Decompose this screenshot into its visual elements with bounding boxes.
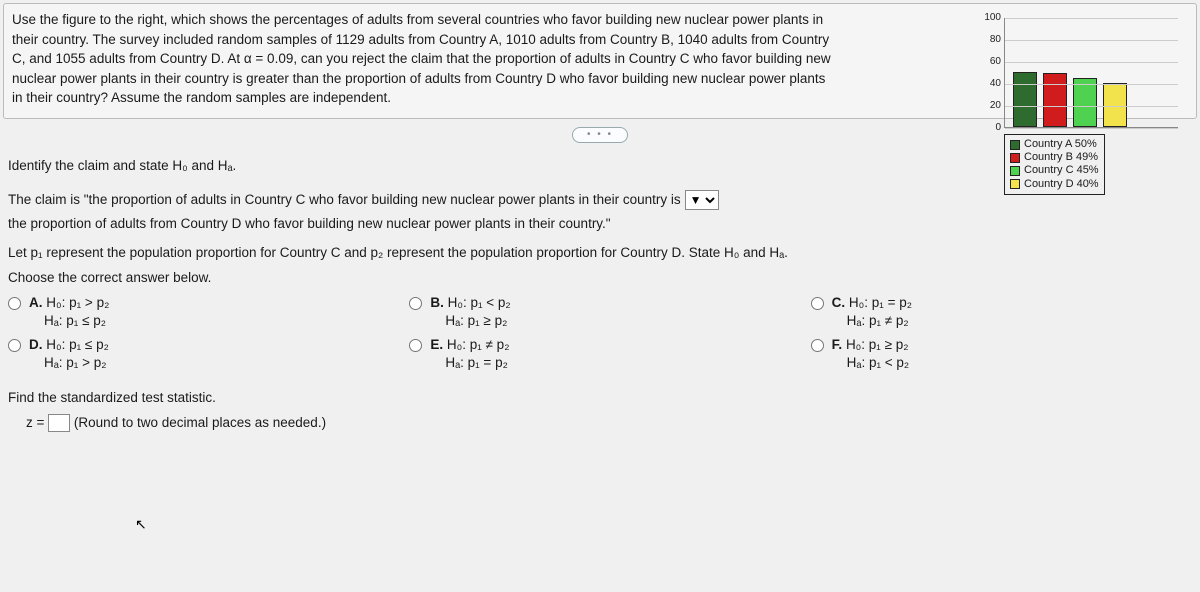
ytick-label: 20 [979,99,1001,114]
legend-row: Country A 50% [1010,138,1099,151]
z-prefix: z = [26,415,44,430]
gridline [1005,18,1178,19]
ytick-label: 60 [979,55,1001,70]
radio-c[interactable] [811,297,824,310]
choice-d-ha: Hₐ: p₁ > p₂ [44,355,106,370]
gridline [1005,106,1178,107]
choice-f[interactable]: F. H₀: p₁ ≥ p₂ Hₐ: p₁ < p₂ [811,336,1192,372]
question-text: Use the figure to the right, which shows… [12,10,832,108]
choice-b[interactable]: B. H₀: p₁ < p₂ Hₐ: p₁ ≥ p₂ [409,294,790,330]
legend-swatch [1010,166,1020,176]
choice-e-ha: Hₐ: p₁ = p₂ [445,355,507,370]
choices-grid: A. H₀: p₁ > p₂ Hₐ: p₁ ≤ p₂ B. H₀: p₁ < p… [8,294,1192,373]
label-f: F. [832,337,843,352]
ytick-label: 100 [979,11,1001,26]
choose-label: Choose the correct answer below. [8,268,1192,288]
label-d: D. [29,337,43,352]
radio-f[interactable] [811,339,824,352]
chart-bar [1043,73,1067,127]
gridline [1005,62,1178,63]
legend-swatch [1010,153,1020,163]
legend-label: Country C 45% [1024,164,1099,177]
radio-d[interactable] [8,339,21,352]
legend-label: Country A 50% [1024,138,1097,151]
chart-bar [1103,83,1127,127]
legend-label: Country B 49% [1024,151,1098,164]
chart-bar [1013,72,1037,127]
chart-legend: Country A 50%Country B 49%Country C 45%C… [1004,134,1105,195]
chart-container: 020406080100 Country A 50%Country B 49%C… [978,18,1178,195]
chart-bars [1013,18,1170,127]
gridline [1005,40,1178,41]
choice-e-h0: H₀: p₁ ≠ p₂ [447,337,510,352]
legend-row: Country B 49% [1010,151,1099,164]
label-b: B. [430,295,444,310]
choice-e[interactable]: E. H₀: p₁ ≠ p₂ Hₐ: p₁ = p₂ [409,336,790,372]
z-input[interactable] [48,414,70,432]
question-panel: Use the figure to the right, which shows… [3,3,1197,119]
choice-c-h0: H₀: p₁ = p₂ [849,295,912,310]
z-row: z = (Round to two decimal places as need… [26,413,1192,433]
bar-chart: 020406080100 [1004,18,1178,128]
cursor-icon: ↖ [135,514,147,534]
choice-d-h0: H₀: p₁ ≤ p₂ [46,337,109,352]
radio-a[interactable] [8,297,21,310]
ytick-label: 0 [979,121,1001,136]
legend-swatch [1010,179,1020,189]
choice-f-h0: H₀: p₁ ≥ p₂ [846,337,909,352]
label-a: A. [29,295,43,310]
let-statement: Let p₁ represent the population proporti… [8,243,1192,263]
choice-f-ha: Hₐ: p₁ < p₂ [847,355,909,370]
choice-d[interactable]: D. H₀: p₁ ≤ p₂ Hₐ: p₁ > p₂ [8,336,389,372]
z-hint: (Round to two decimal places as needed.) [74,415,326,430]
choice-c[interactable]: C. H₀: p₁ = p₂ Hₐ: p₁ ≠ p₂ [811,294,1192,330]
ytick-label: 80 [979,33,1001,48]
legend-row: Country D 40% [1010,178,1099,191]
choice-c-ha: Hₐ: p₁ ≠ p₂ [847,313,909,328]
label-c: C. [832,295,846,310]
ytick-label: 40 [979,77,1001,92]
claim-post: the proportion of adults from Country D … [8,214,611,234]
gridline [1005,128,1178,129]
choice-a-ha: Hₐ: p₁ ≤ p₂ [44,313,106,328]
relation-dropdown[interactable]: ▼ [685,190,719,210]
claim-sentence: The claim is "the proportion of adults i… [8,190,1192,234]
choice-b-h0: H₀: p₁ < p₂ [448,295,511,310]
legend-row: Country C 45% [1010,164,1099,177]
legend-label: Country D 40% [1024,178,1099,191]
claim-pre: The claim is "the proportion of adults i… [8,190,681,210]
radio-b[interactable] [409,297,422,310]
choice-a-h0: H₀: p₁ > p₂ [46,295,109,310]
z-heading: Find the standardized test statistic. [8,388,1192,408]
legend-swatch [1010,140,1020,150]
gridline [1005,84,1178,85]
radio-e[interactable] [409,339,422,352]
label-e: E. [430,337,443,352]
divider-dots[interactable]: • • • [572,127,628,144]
choice-a[interactable]: A. H₀: p₁ > p₂ Hₐ: p₁ ≤ p₂ [8,294,389,330]
choice-b-ha: Hₐ: p₁ ≥ p₂ [445,313,507,328]
